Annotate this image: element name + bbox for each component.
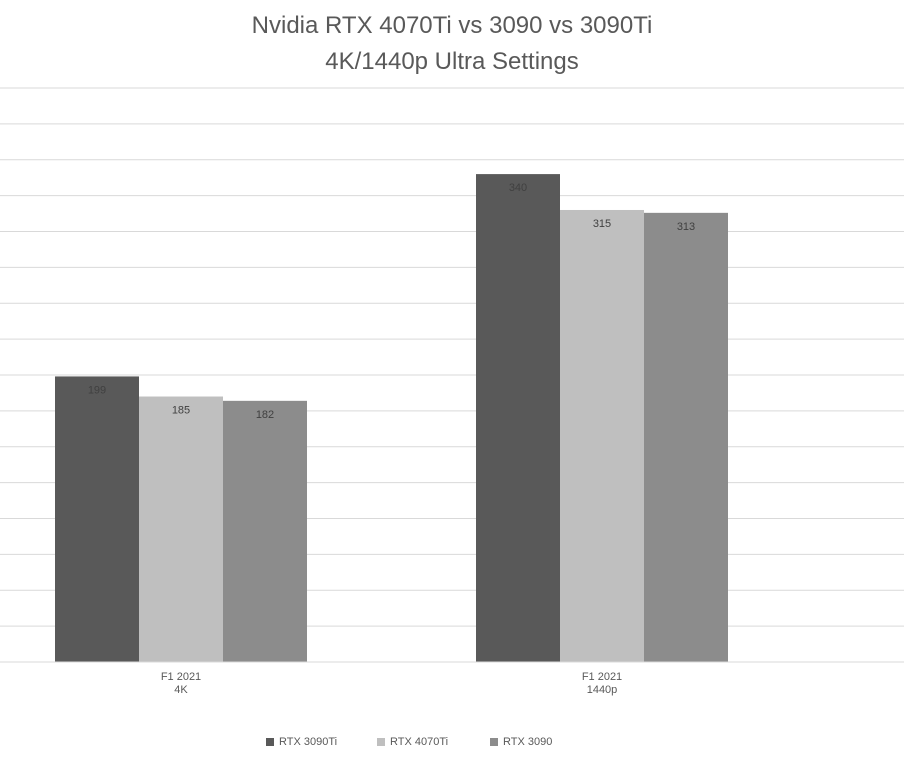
bar — [223, 400, 307, 662]
chart-subtitle: 4K/1440p Ultra Settings — [325, 48, 579, 75]
data-label: 315 — [593, 218, 611, 230]
data-label: 199 — [88, 384, 106, 396]
bar — [139, 396, 223, 662]
category-label: F1 2021 — [582, 671, 622, 683]
legend-item: RTX 3090 — [490, 736, 552, 748]
legend: RTX 3090Ti RTX 4070Ti RTX 3090 — [0, 736, 904, 756]
legend-label: RTX 3090 — [503, 736, 553, 748]
data-label: 313 — [677, 221, 695, 233]
chart-title: Nvidia RTX 4070Ti vs 3090 vs 3090Ti — [251, 12, 653, 39]
legend-swatch — [266, 738, 274, 746]
legend-item: RTX 3090Ti — [266, 736, 337, 748]
data-label: 185 — [172, 405, 190, 417]
legend-swatch — [490, 738, 498, 746]
legend-label: RTX 4070Ti — [390, 736, 449, 748]
category-label: F1 2021 — [161, 671, 201, 683]
bar — [644, 212, 728, 662]
category-label: 4K — [174, 684, 188, 696]
bar — [55, 376, 139, 662]
bar — [560, 209, 644, 662]
category-label: 1440p — [587, 684, 618, 696]
legend-item: RTX 4070Ti — [377, 736, 448, 748]
legend-swatch — [377, 738, 385, 746]
data-label: 340 — [509, 182, 527, 194]
bar — [476, 174, 560, 662]
legend-label: RTX 3090Ti — [279, 736, 338, 748]
data-label: 182 — [256, 409, 274, 421]
